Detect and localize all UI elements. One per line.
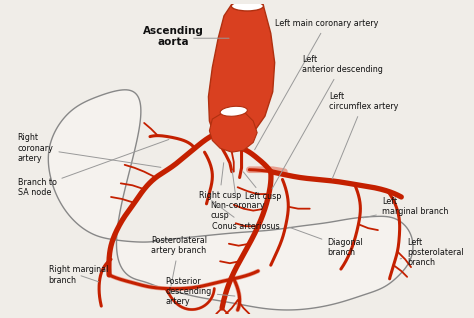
Text: Non-coronary
cusp: Non-coronary cusp: [210, 170, 265, 220]
Text: Right marginal
branch: Right marginal branch: [49, 265, 108, 285]
Text: Left
posterolateral
branch: Left posterolateral branch: [400, 238, 464, 267]
Text: Posterior
descending
artery: Posterior descending artery: [165, 277, 235, 306]
Text: Left
marginal branch: Left marginal branch: [363, 197, 448, 218]
Ellipse shape: [231, 1, 264, 11]
Text: Conus arteriosus: Conus arteriosus: [211, 201, 280, 231]
Polygon shape: [210, 111, 257, 152]
Text: Branch to
SA node: Branch to SA node: [18, 140, 169, 197]
Ellipse shape: [220, 106, 247, 116]
Text: Ascending
aorta: Ascending aorta: [143, 25, 204, 47]
Text: Right
coronary
artery: Right coronary artery: [18, 133, 161, 167]
Text: Diagonal
branch: Diagonal branch: [289, 227, 363, 257]
Text: Posterolateral
artery branch: Posterolateral artery branch: [151, 236, 207, 286]
Text: Left
anterior descending: Left anterior descending: [272, 55, 383, 189]
Text: Left
circumflex artery: Left circumflex artery: [329, 92, 399, 179]
Text: Left main coronary artery: Left main coronary artery: [255, 19, 378, 150]
Polygon shape: [48, 90, 413, 310]
Text: Right cusp: Right cusp: [199, 163, 241, 199]
Polygon shape: [209, 4, 274, 150]
Text: Left cusp: Left cusp: [243, 172, 282, 202]
